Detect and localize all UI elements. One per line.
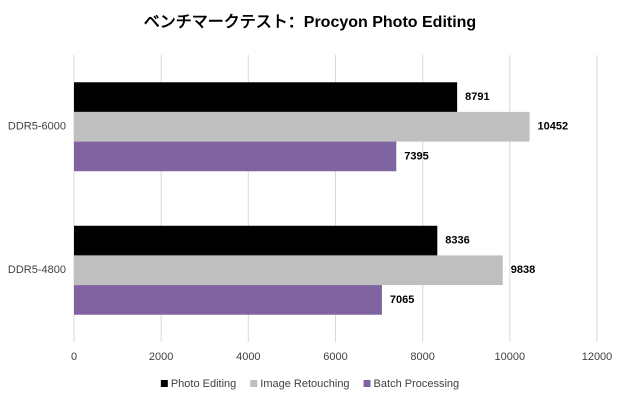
legend-swatch xyxy=(363,380,371,387)
bar xyxy=(74,225,438,256)
y-tick-label: DDR5-6000 xyxy=(8,121,66,133)
legend-label: Photo Editing xyxy=(171,378,236,390)
value-label: 7395 xyxy=(404,150,428,162)
value-label: 8791 xyxy=(465,91,489,103)
legend-label: Image Retouching xyxy=(260,378,349,390)
value-label: 7065 xyxy=(390,294,414,306)
x-tick-label: 2000 xyxy=(149,351,173,363)
bar xyxy=(74,82,458,112)
legend-swatch xyxy=(160,380,168,387)
bar xyxy=(74,285,382,315)
x-tick-label: 0 xyxy=(71,351,77,363)
chart-title: ベンチマークテスト：Procyon Photo Editing xyxy=(144,13,476,31)
bar xyxy=(74,141,397,172)
value-label: 8336 xyxy=(445,234,469,246)
legend-label: Batch Processing xyxy=(374,378,460,390)
value-label: 9838 xyxy=(511,264,535,276)
legend-swatch xyxy=(250,380,258,387)
x-tick-label: 6000 xyxy=(323,351,347,363)
bar xyxy=(74,255,503,286)
x-tick-label: 4000 xyxy=(236,351,260,363)
x-tick-label: 10000 xyxy=(495,351,526,363)
legend: Photo Editing Image Retouching Batch Proce… xyxy=(160,378,460,390)
x-tick-label: 12000 xyxy=(582,351,613,363)
value-label: 10452 xyxy=(538,121,569,133)
bar xyxy=(74,111,530,142)
x-tick-label: 8000 xyxy=(410,351,434,363)
y-tick-label: DDR5-4800 xyxy=(8,264,66,276)
